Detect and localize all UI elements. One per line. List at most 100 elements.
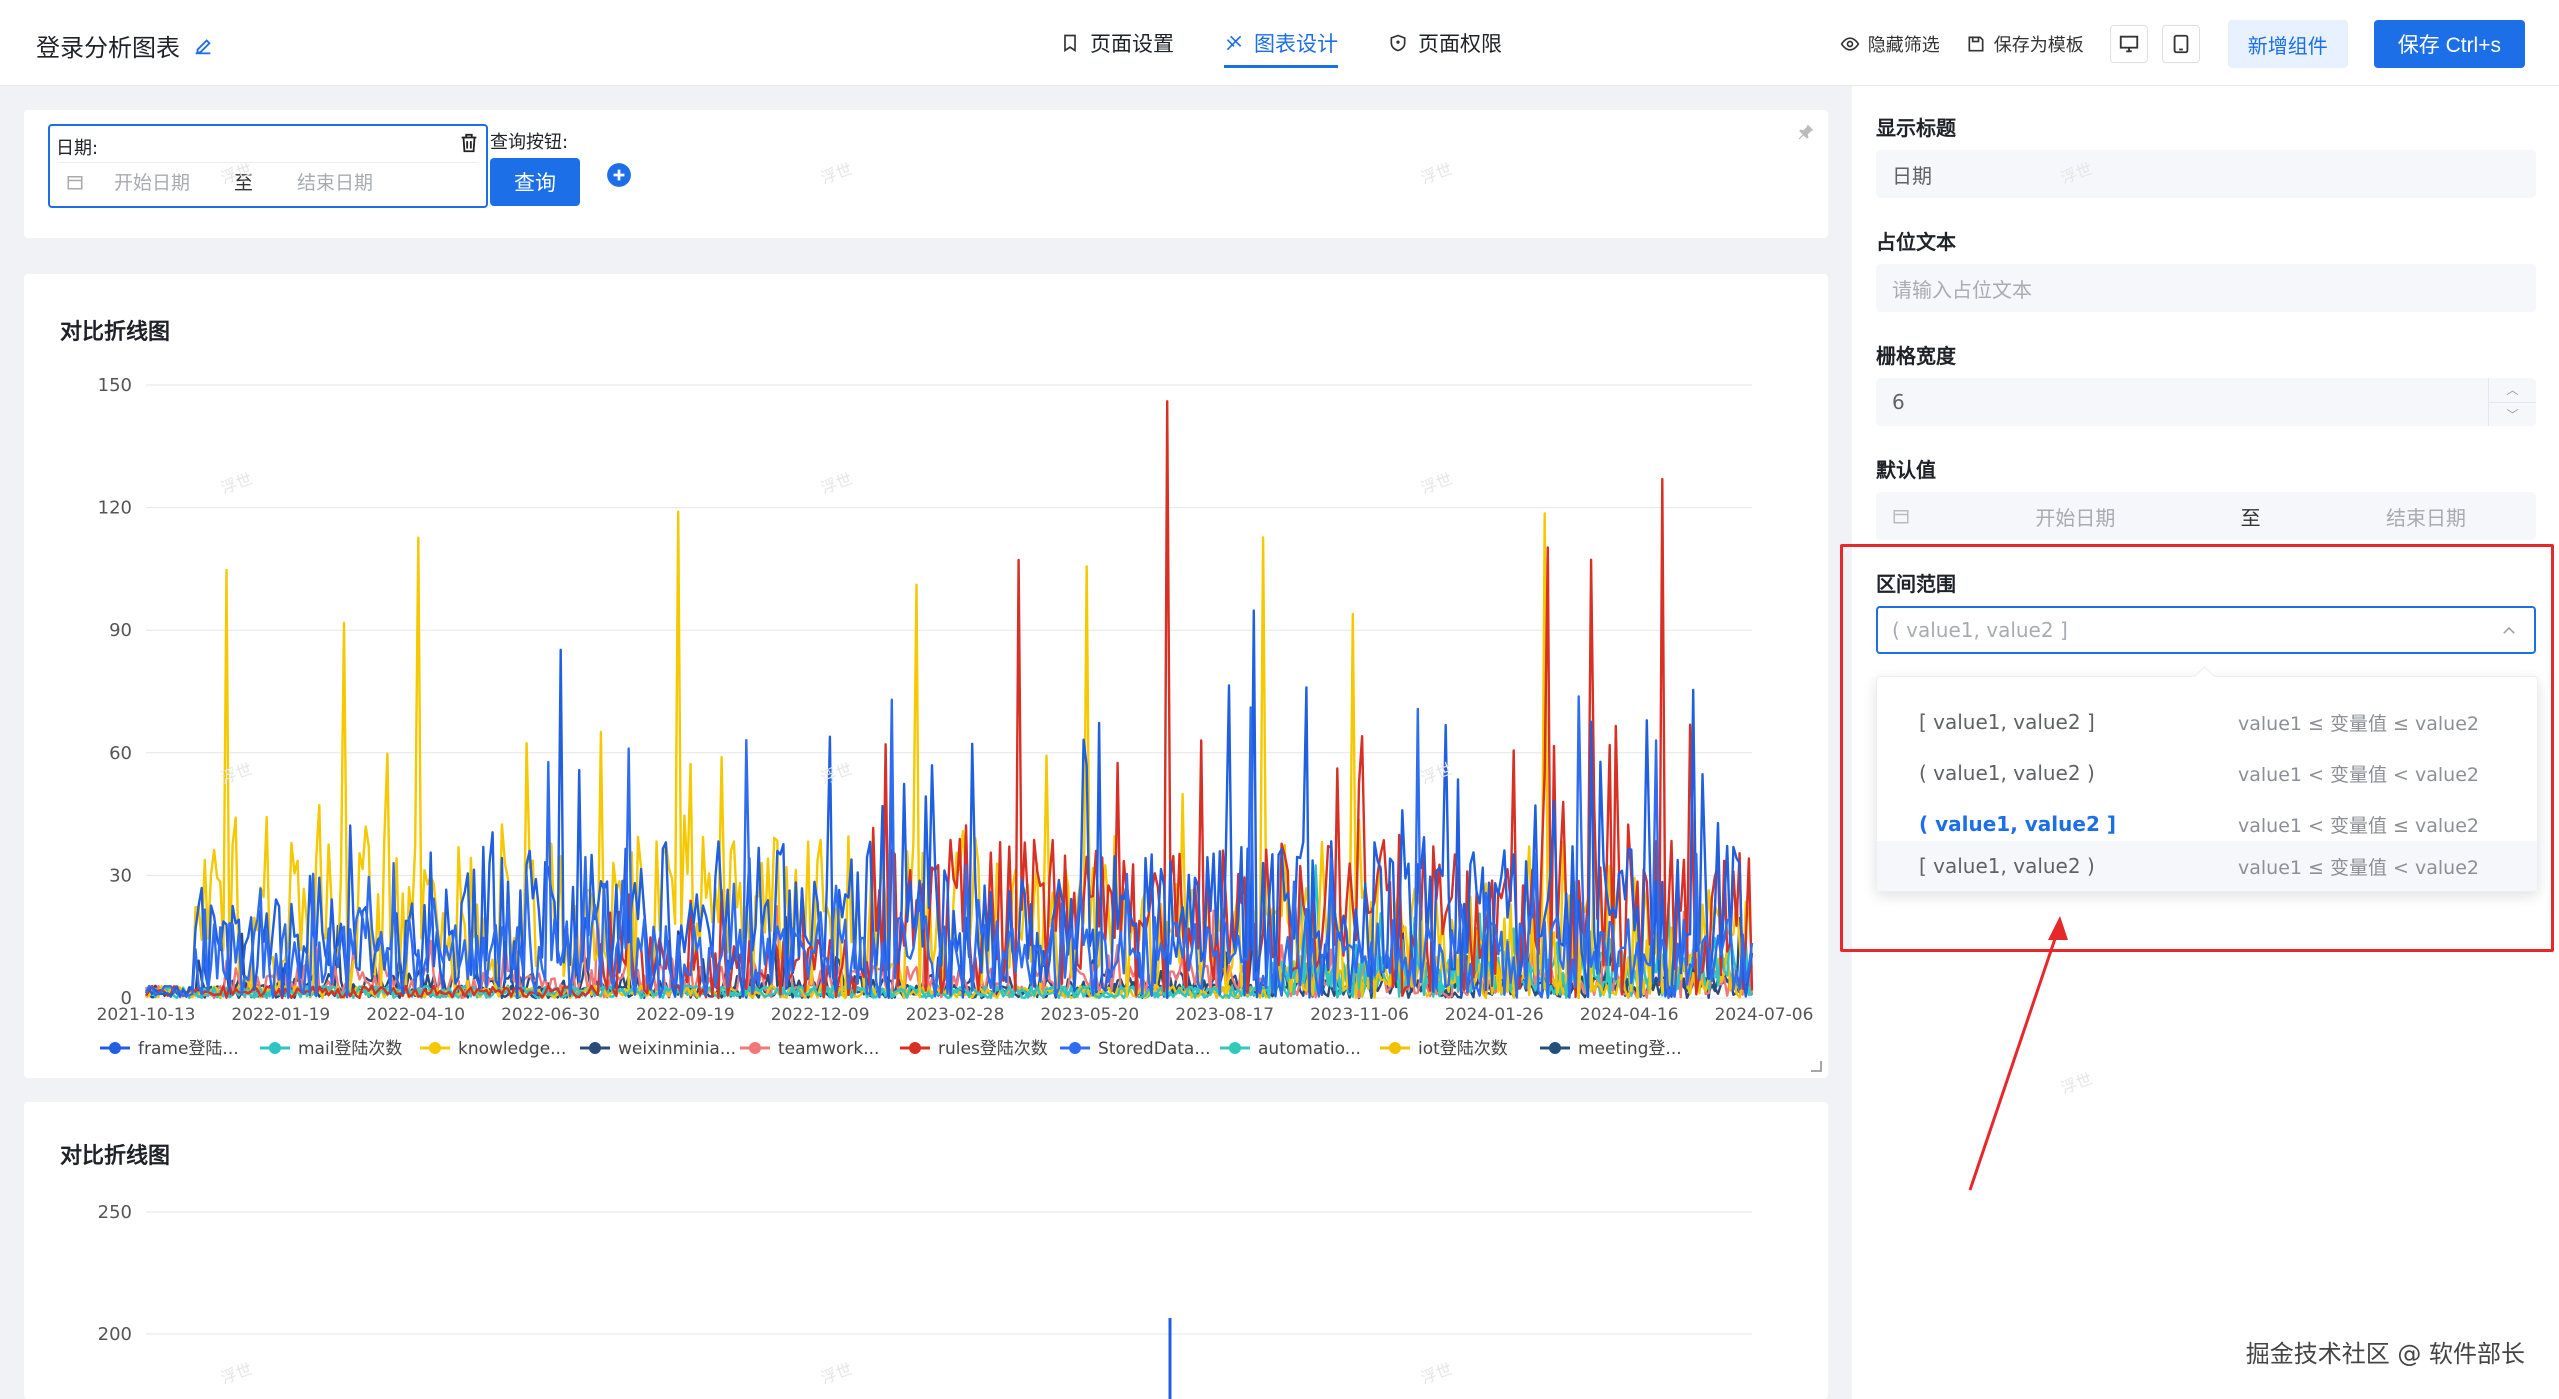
placeholder-label: 占位文本 [1876, 230, 1956, 254]
legend-swatch-dot [429, 1042, 441, 1054]
option-desc: value1 < 变量值 ≤ value2 [2238, 814, 2479, 837]
monitor-icon [2119, 35, 2138, 53]
legend-swatch-dot [1549, 1042, 1561, 1054]
legend-item[interactable]: teamwork... [778, 1039, 879, 1059]
y-tick-label: 30 [109, 865, 132, 886]
footer-watermark: 掘金技术社区 @ 软件部长 [2245, 1340, 2525, 1368]
query-button[interactable]: 查询 [490, 158, 580, 206]
y-tick-label: 250 [98, 1202, 132, 1223]
grid-width-input[interactable]: 6 ︿ ﹀ [1876, 378, 2536, 426]
x-tick-label: 2022-01-19 [231, 1005, 330, 1025]
resize-handle-icon[interactable] [1810, 1060, 1822, 1072]
grid-width-stepper[interactable]: ︿ ﹀ [2488, 378, 2536, 426]
legend-swatch-dot [1229, 1042, 1241, 1054]
legend-item[interactable]: StoredData... [1098, 1039, 1211, 1059]
edit-icon[interactable] [192, 35, 214, 57]
start-date: 开始日期 [114, 172, 191, 194]
chevron-up-icon[interactable]: ︿ [2489, 378, 2536, 403]
calendar-icon [67, 175, 83, 189]
legend-swatch-dot [109, 1042, 121, 1054]
x-tick-label: 2022-06-30 [501, 1005, 600, 1025]
chevron-down-icon[interactable]: ﹀ [2506, 407, 2519, 422]
tab-chart-design[interactable]: 图表设计 [1224, 0, 1338, 86]
date-filter-widget[interactable]: 日期: 开始日期 至 结束日期 [48, 124, 488, 208]
date-label: 日期: [56, 138, 99, 159]
pin-icon[interactable] [1796, 122, 1816, 142]
save-button[interactable]: 保存 Ctrl+s [2373, 20, 2525, 68]
legend-item[interactable]: rules登陆次数 [938, 1039, 1048, 1059]
x-tick-label: 2024-07-06 [1715, 1005, 1814, 1025]
option-desc: value1 < 变量值 < value2 [2238, 763, 2479, 786]
series-line [144, 695, 1754, 999]
legend-swatch-dot [909, 1042, 921, 1054]
range-select[interactable]: ( value1, value2 ] [1876, 606, 2536, 654]
default-start: 开始日期 [2035, 505, 2116, 530]
x-tick-label: 2023-11-06 [1310, 1005, 1409, 1025]
x-tick-label: 2023-02-28 [906, 1005, 1005, 1025]
calendar-icon [1893, 510, 1909, 524]
legend-item[interactable]: automatio... [1258, 1039, 1361, 1059]
annotation-arrow [1968, 916, 2068, 1191]
range-option-selected[interactable]: ( value1, value2 ] value1 < 变量值 ≤ value2 [1877, 799, 2537, 849]
highlight-box [1840, 544, 2554, 952]
legend-swatch-dot [1069, 1042, 1081, 1054]
display-title-input[interactable]: 日期 [1876, 150, 2536, 198]
add-circle-icon[interactable] [606, 162, 632, 188]
hide-filter-label: 隐藏筛选 [1867, 35, 1940, 56]
default-value-label: 默认值 [1876, 458, 1936, 482]
date-range-input[interactable]: 开始日期 至 结束日期 [58, 162, 478, 200]
tab-page-settings[interactable]: 页面设置 [1060, 0, 1174, 86]
option-value: ( value1, value2 ] [1919, 812, 2116, 836]
legend-item[interactable]: iot登陆次数 [1418, 1039, 1508, 1059]
legend-swatch-dot [749, 1042, 761, 1054]
option-value: ( value1, value2 ) [1919, 761, 2095, 785]
legend-item[interactable]: meeting登... [1578, 1039, 1682, 1059]
comparison-line-chart-2: 250 200 [98, 1202, 1752, 1399]
query-label: 查询按钮: [490, 132, 569, 153]
tablet-view-button[interactable] [2161, 25, 2200, 63]
header-bar: 登录分析图表 页面设置 图表设计 页面权限 隐藏筛选 保存为模板 [0, 0, 2559, 86]
add-component-button[interactable]: 新增组件 [2227, 20, 2348, 68]
x-tick-label: 2023-05-20 [1040, 1005, 1139, 1025]
x-tick-label: 2022-04-10 [366, 1005, 465, 1025]
placeholder-input[interactable]: 请输入占位文本 [1876, 264, 2536, 312]
chart-title: 对比折线图 [60, 320, 171, 345]
y-tick-label: 150 [98, 375, 132, 396]
grid-width-value: 6 [1892, 390, 1905, 414]
y-tick-label: 200 [98, 1324, 132, 1345]
tablet-icon [2173, 34, 2189, 54]
grid-width-label: 栅格宽度 [1876, 344, 1956, 368]
range-option[interactable]: [ value1, value2 ] value1 ≤ 变量值 ≤ value2 [1877, 697, 2537, 747]
shield-icon [1390, 34, 1406, 52]
range-option[interactable]: ( value1, value2 ) value1 < 变量值 < value2 [1877, 748, 2537, 798]
legend-item[interactable]: frame登陆... [138, 1039, 239, 1059]
default-end: 结束日期 [2385, 505, 2466, 530]
hide-filter-button[interactable]: 隐藏筛选 [1840, 31, 1940, 57]
tab-page-permission[interactable]: 页面权限 [1388, 0, 1502, 86]
end-date: 结束日期 [297, 172, 374, 194]
top-tabs: 页面设置 图表设计 页面权限 [1060, 0, 1502, 86]
legend-item[interactable]: knowledge... [458, 1039, 566, 1059]
option-value: [ value1, value2 ] [1919, 710, 2095, 734]
y-tick-label: 120 [98, 498, 132, 519]
save-template-button[interactable]: 保存为模板 [1966, 31, 2084, 57]
save-icon [1968, 36, 1984, 52]
range-dropdown: [ value1, value2 ] value1 ≤ 变量值 ≤ value2… [1876, 676, 2538, 892]
default-date-range[interactable]: 开始日期 至 结束日期 [1876, 492, 2536, 540]
range-option[interactable]: [ value1, value2 ) value1 ≤ 变量值 < value2 [1877, 841, 2537, 891]
y-tick-label: 60 [109, 743, 132, 764]
chevron-up-icon [2503, 626, 2515, 634]
legend-item[interactable]: weixinminia... [618, 1039, 736, 1059]
trash-icon[interactable] [458, 132, 480, 154]
display-title-label: 显示标题 [1876, 116, 1956, 140]
header-actions: 隐藏筛选 保存为模板 新增组件 保存 Ctrl+s [1840, 20, 2525, 68]
legend-item[interactable]: mail登陆次数 [298, 1039, 402, 1059]
option-value: [ value1, value2 ) [1919, 854, 2095, 878]
x-tick-label: 2023-08-17 [1175, 1005, 1274, 1025]
tab-label: 页面权限 [1418, 32, 1502, 56]
desktop-view-button[interactable] [2109, 25, 2148, 63]
page-title: 登录分析图表 [36, 34, 180, 62]
x-tick-label: 2021-10-13 [97, 1005, 196, 1025]
range-select-value: ( value1, value2 ] [1892, 618, 2068, 642]
